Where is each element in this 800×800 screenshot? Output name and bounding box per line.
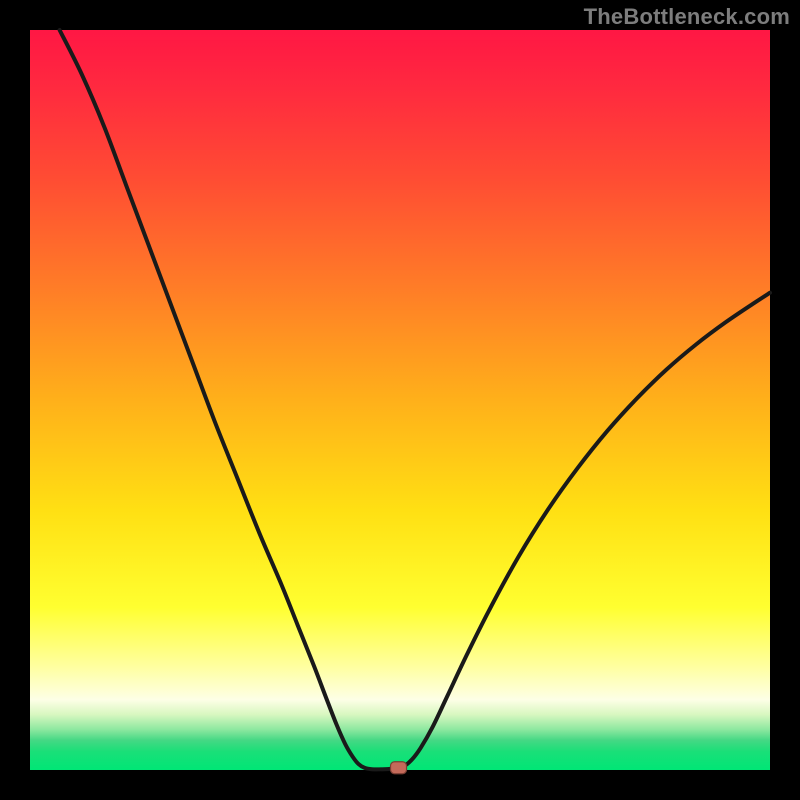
optimal-point-marker [391, 762, 407, 774]
watermark-text: TheBottleneck.com [584, 4, 790, 30]
chart-gradient-bg [30, 30, 770, 770]
